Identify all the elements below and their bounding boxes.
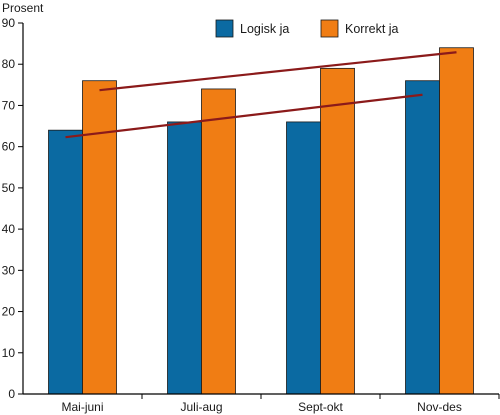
y-tick-label: 40 — [2, 222, 16, 236]
legend-label: Logisk ja — [240, 22, 289, 36]
x-tick-label: Sept-okt — [298, 400, 343, 414]
x-tick-label: Juli-aug — [180, 400, 222, 414]
x-axis-labels: Mai-juni Juli-aug Sept-okt Nov-des — [61, 400, 461, 414]
legend-swatch — [215, 19, 234, 38]
y-tick-label: 60 — [2, 140, 16, 154]
trend-lines — [65, 51, 457, 139]
bar-logisk-ja — [48, 129, 83, 395]
y-tick-label: 20 — [2, 305, 16, 319]
y-tick-label: 90 — [2, 16, 16, 30]
legend-swatch — [320, 19, 339, 38]
trend-line-korrekt-ja — [99, 51, 457, 92]
legend: Logisk ja Korrekt ja — [215, 19, 399, 38]
bar-logisk-ja — [167, 121, 202, 395]
bar-logisk-ja — [286, 121, 321, 395]
legend-label: Korrekt ja — [345, 22, 399, 36]
y-tick-label: 50 — [2, 181, 16, 195]
bar-korrekt-ja — [82, 80, 117, 395]
y-tick-label: 30 — [2, 263, 16, 277]
x-tick-label: Nov-des — [417, 400, 462, 414]
y-axis-ticks: 0 10 20 30 40 50 60 70 80 90 — [2, 16, 23, 401]
bar-logisk-ja — [405, 80, 440, 395]
y-tick-label: 70 — [2, 98, 16, 112]
axes — [22, 23, 500, 399]
y-axis-label: Prosent — [2, 1, 44, 15]
bar-korrekt-ja — [201, 88, 236, 395]
y-tick-label: 10 — [2, 346, 16, 360]
bars — [48, 47, 474, 395]
bar-korrekt-ja — [320, 67, 355, 395]
trend-line-logisk-ja — [65, 93, 423, 139]
y-tick-label: 80 — [2, 57, 16, 71]
bar-korrekt-ja — [439, 47, 474, 395]
x-tick-label: Mai-juni — [61, 400, 103, 414]
y-tick-label: 0 — [8, 387, 15, 401]
